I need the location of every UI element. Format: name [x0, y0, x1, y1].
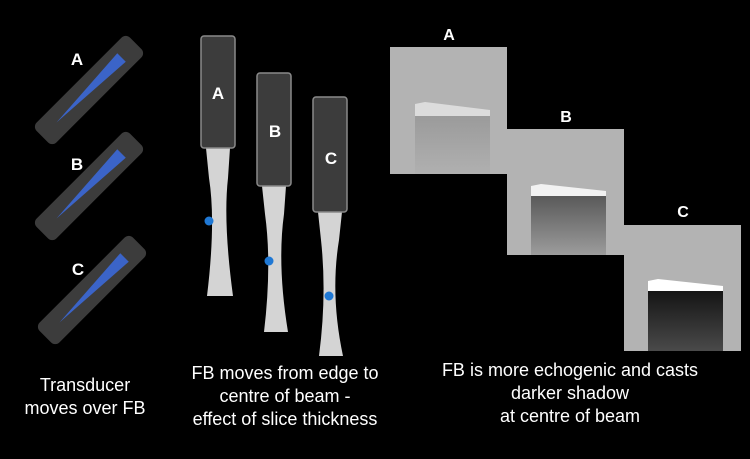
transducer-b: B — [256, 72, 292, 332]
fb-echo-b — [531, 184, 606, 196]
caption-left-line-2: moves over FB — [24, 398, 146, 418]
left-beam-a — [56, 53, 126, 123]
fb-echo-a — [415, 102, 490, 116]
transducer-a: A — [200, 35, 236, 296]
left-probe-label-c: C — [72, 260, 84, 279]
shadow-a — [415, 114, 490, 174]
caption-right-line-1: FB is more echogenic and casts — [441, 360, 699, 380]
fb-dot-a — [204, 216, 214, 226]
transducer-label-b: B — [269, 122, 281, 141]
us-image-c: C — [624, 204, 741, 351]
caption-middle-line-1: FB moves from edge to — [191, 363, 379, 383]
us-image-label-a: A — [443, 27, 455, 44]
transducer-body-a — [200, 35, 236, 149]
transducer-body-b — [256, 72, 292, 187]
left-beam-b — [56, 149, 126, 219]
fb-echo-c — [648, 279, 723, 291]
caption-right-line-2: darker shadow — [510, 383, 630, 403]
transducer-label-a: A — [212, 84, 224, 103]
caption-middle-line-2: centre of beam - — [219, 386, 351, 406]
caption-left: Transducer moves over FB — [10, 374, 160, 420]
beam-profile-b — [262, 186, 288, 332]
caption-middle-line-3: effect of slice thickness — [192, 409, 378, 429]
shadow-c — [648, 287, 723, 351]
left-probe-c: C — [37, 235, 147, 345]
transducer-body-c — [312, 96, 348, 213]
shadow-b — [531, 193, 606, 255]
transducer-c: C — [312, 96, 348, 356]
fb-dot-b — [264, 256, 274, 266]
left-beam-c — [59, 253, 129, 323]
us-image-b: B — [507, 109, 624, 255]
caption-left-line-1: Transducer — [39, 375, 131, 395]
beam-profile-a — [206, 148, 233, 296]
left-probe-a: A — [34, 35, 144, 145]
beam-profile-c — [318, 212, 343, 356]
caption-middle: FB moves from edge to centre of beam - e… — [170, 362, 400, 431]
left-probe-label-a: A — [71, 50, 83, 69]
transducer-label-c: C — [325, 149, 337, 168]
us-image-a: A — [390, 27, 507, 174]
us-image-label-c: C — [677, 204, 689, 221]
us-image-label-b: B — [560, 109, 572, 126]
caption-right: FB is more echogenic and casts darker sh… — [410, 359, 730, 428]
caption-right-line-3: at centre of beam — [499, 406, 641, 426]
left-probe-b: B — [34, 131, 144, 241]
left-probe-label-b: B — [71, 155, 83, 174]
fb-dot-c — [324, 291, 334, 301]
